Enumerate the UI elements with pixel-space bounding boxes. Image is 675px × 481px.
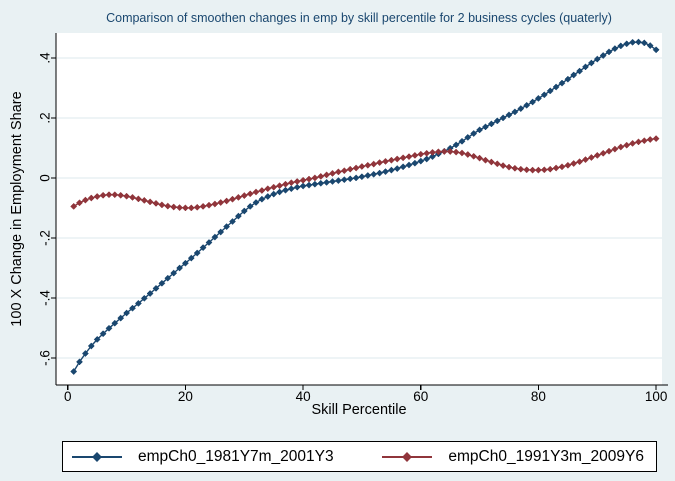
- x-tick-label: 0: [64, 389, 72, 404]
- y-tick-label: -.4: [37, 290, 53, 306]
- x-axis-title: Skill Percentile: [311, 402, 407, 418]
- y-tick-label: .4: [37, 52, 53, 64]
- x-tick-label: 80: [530, 389, 546, 404]
- x-tick-label: 100: [644, 389, 668, 404]
- y-axis-title: 100 X Change in Employment Share: [9, 91, 25, 327]
- series-markers-2: [70, 135, 660, 212]
- series2-line-marker-icon: [382, 450, 433, 463]
- series-markers-1: [70, 38, 660, 375]
- series1-line-marker-icon: [72, 450, 122, 463]
- plot-region: [56, 33, 662, 385]
- y-tick-label: -.2: [37, 230, 53, 246]
- x-tick-label: 20: [177, 389, 193, 404]
- x-tick-label: 60: [413, 389, 429, 404]
- series-line-1: [73, 41, 657, 372]
- y-tick-label: 0: [37, 174, 53, 182]
- chart-title: Comparison of smoothen changes in emp by…: [106, 11, 612, 25]
- legend-entry-series2: empCh0_1991Y3m_2009Y6: [382, 448, 644, 466]
- x-tick-label: 40: [295, 389, 311, 404]
- legend-label-series1: empCh0_1981Y7m_2001Y3: [138, 447, 334, 465]
- y-tick-label: .2: [37, 112, 53, 124]
- y-tick-label: -.6: [37, 350, 53, 366]
- legend-box: empCh0_1981Y7m_2001Y3 empCh0_1991Y3m_200…: [62, 441, 657, 472]
- legend-label-series2: empCh0_1991Y3m_2009Y6: [448, 447, 644, 465]
- legend-entry-series1: empCh0_1981Y7m_2001Y3: [72, 448, 334, 466]
